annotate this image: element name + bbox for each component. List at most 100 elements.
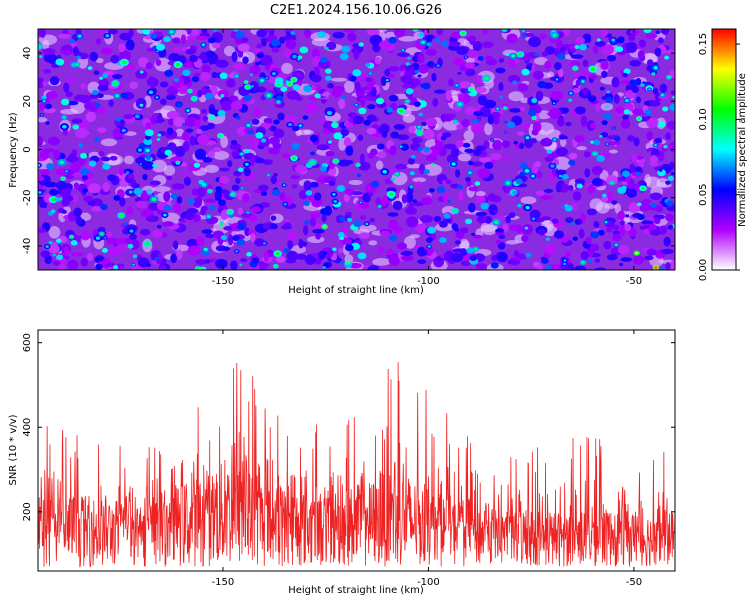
heatmap-cell — [413, 101, 421, 107]
heatmap-cell — [181, 132, 190, 141]
heatmap-cell — [123, 155, 135, 165]
y-tick-label: 400 — [22, 418, 33, 437]
heatmap-cell — [242, 56, 249, 64]
heatmap-cell — [163, 204, 172, 211]
heatmap-panel — [37, 28, 676, 271]
heatmap-cell — [611, 200, 618, 205]
heatmap-cell — [408, 125, 416, 134]
heatmap-cell — [362, 193, 371, 203]
heatmap-cell — [584, 168, 591, 178]
heatmap-cell — [366, 29, 376, 36]
heatmap-cell — [654, 137, 663, 144]
heatmap-cell — [629, 29, 640, 35]
heatmap-cell — [581, 261, 585, 264]
heatmap-cell — [393, 29, 406, 38]
heatmap-cell — [248, 215, 258, 222]
heatmap-cell — [48, 225, 61, 239]
heatmap-cell — [436, 64, 440, 67]
heatmap-cell — [382, 169, 387, 174]
heatmap-cell — [596, 154, 605, 162]
heatmap-cell — [508, 91, 524, 102]
heatmap-cell — [229, 143, 242, 151]
heatmap-cell — [121, 128, 126, 133]
heatmap-cell — [578, 228, 585, 239]
heatmap-cell — [460, 260, 471, 267]
heatmap-cell — [621, 185, 627, 191]
heatmap-cell — [159, 264, 167, 270]
heatmap-cell — [73, 182, 80, 190]
heatmap-cell — [166, 175, 172, 181]
heatmap-cell — [397, 52, 410, 58]
heatmap-cell — [455, 139, 464, 148]
heatmap-cell — [663, 236, 671, 247]
heatmap-cell — [261, 122, 272, 129]
heatmap-cell — [271, 46, 280, 53]
heatmap-cell — [649, 229, 662, 236]
heatmap-cell — [590, 122, 597, 129]
heatmap-cell — [580, 69, 592, 77]
heatmap-cell — [574, 135, 585, 143]
heatmap-cell — [638, 39, 647, 48]
heatmap-cell — [52, 210, 55, 213]
heatmap-cell — [115, 237, 129, 245]
heatmap-cell — [75, 215, 83, 225]
heatmap-cell — [49, 188, 58, 196]
heatmap-cell — [574, 218, 583, 225]
colorbar-tick-label: 0.10 — [698, 108, 709, 130]
heatmap-cell — [574, 178, 585, 184]
heatmap-cells — [38, 29, 675, 270]
heatmap-cell — [385, 78, 389, 82]
heatmap-cell — [59, 50, 72, 55]
heatmap-cell — [181, 161, 188, 168]
heatmap-cell — [320, 56, 328, 64]
heatmap-cell — [412, 199, 418, 203]
heatmap-cell — [333, 132, 343, 140]
heatmap-cell — [52, 260, 61, 266]
heatmap-cell — [97, 226, 106, 234]
heatmap-cell — [589, 198, 604, 212]
heatmap-cell — [417, 259, 427, 265]
heatmap-cell — [599, 135, 602, 138]
heatmap-cell — [405, 216, 419, 228]
heatmap-cell — [479, 157, 492, 163]
heatmap-cell — [314, 93, 321, 99]
heatmap-cell — [220, 100, 233, 111]
heatmap-cell — [46, 163, 55, 170]
heatmap-cell — [371, 87, 377, 98]
heatmap-cell — [396, 134, 410, 141]
heatmap-cell — [517, 131, 525, 136]
heatmap-cell — [491, 139, 494, 142]
heatmap-cell — [548, 108, 562, 119]
heatmap-cell — [102, 72, 109, 78]
heatmap-cell — [54, 197, 60, 202]
heatmap-cell — [208, 189, 212, 193]
heatmap-cell — [582, 89, 588, 95]
heatmap-cell — [557, 68, 564, 78]
heatmap-cell — [441, 40, 449, 47]
heatmap-cell — [272, 142, 282, 149]
heatmap-y-label: Frequency (Hz) — [8, 112, 19, 188]
heatmap-cell — [661, 29, 670, 35]
heatmap-cell — [455, 84, 459, 87]
heatmap-cell — [314, 257, 322, 265]
heatmap-cell — [495, 228, 505, 233]
heatmap-cell — [98, 151, 105, 157]
heatmap-cell — [631, 154, 638, 163]
heatmap-cell — [41, 95, 47, 100]
heatmap-cell — [401, 49, 405, 52]
heatmap-cell — [237, 223, 246, 231]
heatmap-cell — [167, 144, 172, 149]
heatmap-cell — [640, 83, 645, 87]
heatmap-cell — [173, 116, 186, 127]
heatmap-cell — [601, 196, 609, 202]
colorbar-ticks: 0.00 0.05 0.10 0.15 — [698, 33, 740, 281]
heatmap-cell — [154, 256, 160, 261]
heatmap-cell — [377, 151, 387, 159]
heatmap-cell — [617, 210, 626, 221]
heatmap-cell — [572, 191, 582, 201]
heatmap-cell — [145, 121, 151, 131]
heatmap-cell — [146, 189, 153, 195]
heatmap-cell — [518, 204, 521, 207]
heatmap-cell — [240, 152, 244, 156]
heatmap-cell — [388, 94, 399, 102]
